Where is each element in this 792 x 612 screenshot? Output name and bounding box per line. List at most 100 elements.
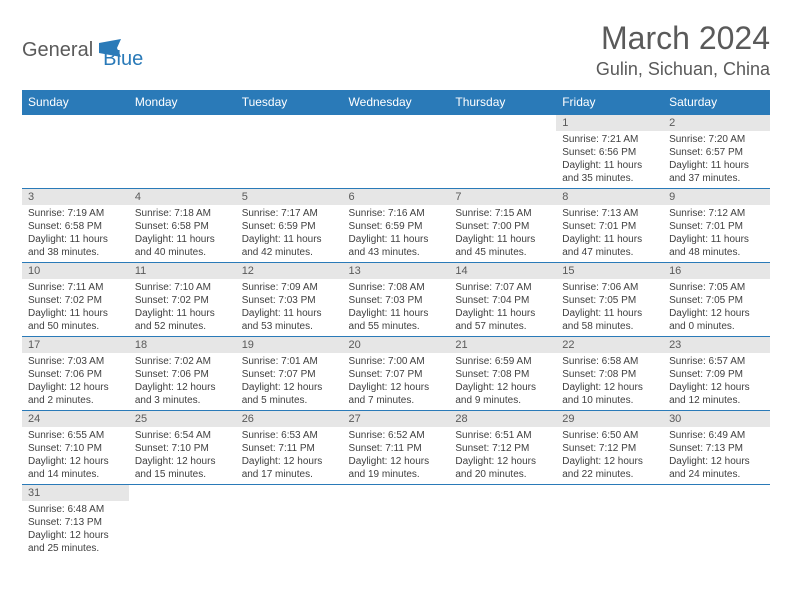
calendar-week-row: 17 Sunrise: 7:03 AMSunset: 7:06 PM Dayligh… <box>22 337 770 411</box>
daylight-text: Daylight: 12 hours and 17 minutes. <box>242 455 337 481</box>
sunrise-text: Sunrise: 6:49 AM <box>669 429 764 442</box>
weekday-header: Wednesday <box>343 90 450 115</box>
daylight-text: Daylight: 11 hours and 37 minutes. <box>669 159 764 185</box>
calendar-day-cell: 21Sunrise: 6:59 AMSunset: 7:08 PMDayligh… <box>449 337 556 411</box>
sunrise-text: Sunrise: 6:51 AM <box>455 429 550 442</box>
sunrise-text: Sunrise: 7:13 AM <box>562 207 657 220</box>
day-number: 1 <box>556 115 663 131</box>
day-number: 11 <box>129 263 236 279</box>
day-number <box>236 115 343 131</box>
day-details: Sunrise: 7:06 AMSunset: 7:05 PMDaylight:… <box>556 279 663 336</box>
calendar-day-cell: 8Sunrise: 7:13 AMSunset: 7:01 PMDaylight… <box>556 189 663 263</box>
calendar-day-cell <box>449 485 556 559</box>
day-number: 17 <box>22 337 129 353</box>
sunset-text: Sunset: 7:13 PM <box>28 516 123 529</box>
sunset-text: Sunset: 7:03 PM <box>242 294 337 307</box>
day-number: 6 <box>343 189 450 205</box>
calendar-table: Sunday Monday Tuesday Wednesday Thursday… <box>22 90 770 559</box>
daylight-text: Daylight: 11 hours and 58 minutes. <box>562 307 657 333</box>
sunset-text: Sunset: 7:01 PM <box>669 220 764 233</box>
day-number: 26 <box>236 411 343 427</box>
daylight-text: Daylight: 12 hours and 15 minutes. <box>135 455 230 481</box>
calendar-day-cell: 13Sunrise: 7:08 AMSunset: 7:03 PMDayligh… <box>343 263 450 337</box>
calendar-day-cell <box>556 485 663 559</box>
day-number: 20 <box>343 337 450 353</box>
sunset-text: Sunset: 7:05 PM <box>562 294 657 307</box>
daylight-text: Daylight: 12 hours and 14 minutes. <box>28 455 123 481</box>
calendar-day-cell: 10Sunrise: 7:11 AMSunset: 7:02 PMDayligh… <box>22 263 129 337</box>
sunset-text: Sunset: 6:57 PM <box>669 146 764 159</box>
weekday-header: Saturday <box>663 90 770 115</box>
day-number: 10 <box>22 263 129 279</box>
sunset-text: Sunset: 6:58 PM <box>28 220 123 233</box>
sunrise-text: Sunrise: 7:16 AM <box>349 207 444 220</box>
calendar-day-cell: 28Sunrise: 6:51 AMSunset: 7:12 PMDayligh… <box>449 411 556 485</box>
weekday-header-row: Sunday Monday Tuesday Wednesday Thursday… <box>22 90 770 115</box>
day-details: Sunrise: 6:50 AMSunset: 7:12 PMDaylight:… <box>556 427 663 484</box>
day-details: Sunrise: 7:11 AMSunset: 7:02 PMDaylight:… <box>22 279 129 336</box>
day-number <box>129 115 236 131</box>
sunrise-text: Sunrise: 6:58 AM <box>562 355 657 368</box>
day-number: 5 <box>236 189 343 205</box>
sunset-text: Sunset: 7:10 PM <box>28 442 123 455</box>
calendar-day-cell: 23Sunrise: 6:57 AMSunset: 7:09 PMDayligh… <box>663 337 770 411</box>
day-details: Sunrise: 6:48 AMSunset: 7:13 PMDaylight:… <box>22 501 129 558</box>
sunset-text: Sunset: 7:09 PM <box>669 368 764 381</box>
calendar-day-cell: 29Sunrise: 6:50 AMSunset: 7:12 PMDayligh… <box>556 411 663 485</box>
daylight-text: Daylight: 12 hours and 5 minutes. <box>242 381 337 407</box>
day-number <box>343 485 450 501</box>
sunset-text: Sunset: 7:12 PM <box>455 442 550 455</box>
day-number: 3 <box>22 189 129 205</box>
sunrise-text: Sunrise: 7:05 AM <box>669 281 764 294</box>
weekday-header: Sunday <box>22 90 129 115</box>
calendar-day-cell <box>343 115 450 189</box>
day-details: Sunrise: 7:21 AMSunset: 6:56 PMDaylight:… <box>556 131 663 188</box>
sunrise-text: Sunrise: 6:53 AM <box>242 429 337 442</box>
sunset-text: Sunset: 6:56 PM <box>562 146 657 159</box>
day-number <box>449 115 556 131</box>
weekday-header: Tuesday <box>236 90 343 115</box>
sunrise-text: Sunrise: 7:10 AM <box>135 281 230 294</box>
day-details: Sunrise: 6:51 AMSunset: 7:12 PMDaylight:… <box>449 427 556 484</box>
sunset-text: Sunset: 7:08 PM <box>562 368 657 381</box>
sunset-text: Sunset: 7:11 PM <box>349 442 444 455</box>
calendar-week-row: 3Sunrise: 7:19 AMSunset: 6:58 PMDaylight… <box>22 189 770 263</box>
daylight-text: Daylight: 12 hours and 22 minutes. <box>562 455 657 481</box>
day-number: 14 <box>449 263 556 279</box>
sunrise-text: Sunrise: 7:06 AM <box>562 281 657 294</box>
calendar-day-cell: 19 Sunrise: 7:01 AMSunset: 7:07 PMDayligh… <box>236 337 343 411</box>
day-number: 31 <box>22 485 129 501</box>
day-number: 9 <box>663 189 770 205</box>
day-details: Sunrise: 6:57 AMSunset: 7:09 PMDaylight:… <box>663 353 770 410</box>
sunrise-text: Sunrise: 7:09 AM <box>242 281 337 294</box>
weekday-header: Thursday <box>449 90 556 115</box>
daylight-text: Daylight: 12 hours and 0 minutes. <box>669 307 764 333</box>
sunrise-text: Sunrise: 7:19 AM <box>28 207 123 220</box>
day-number: 24 <box>22 411 129 427</box>
calendar-day-cell: 4Sunrise: 7:18 AMSunset: 6:58 PMDaylight… <box>129 189 236 263</box>
daylight-text: Daylight: 11 hours and 45 minutes. <box>455 233 550 259</box>
sunrise-text: Sunrise: 7:18 AM <box>135 207 230 220</box>
day-number: 29 <box>556 411 663 427</box>
calendar-day-cell <box>343 485 450 559</box>
calendar-day-cell: 11Sunrise: 7:10 AMSunset: 7:02 PMDayligh… <box>129 263 236 337</box>
day-number: 2 <box>663 115 770 131</box>
sunset-text: Sunset: 7:07 PM <box>242 368 337 381</box>
day-details: Sunrise: 6:59 AMSunset: 7:08 PMDaylight:… <box>449 353 556 410</box>
day-number <box>129 485 236 501</box>
sunset-text: Sunset: 7:06 PM <box>28 368 123 381</box>
sunrise-text: Sunrise: 7:03 AM <box>28 355 123 368</box>
daylight-text: Daylight: 11 hours and 38 minutes. <box>28 233 123 259</box>
calendar-week-row: 31Sunrise: 6:48 AMSunset: 7:13 PMDayligh… <box>22 485 770 559</box>
day-details: Sunrise: 7:07 AMSunset: 7:04 PMDaylight:… <box>449 279 556 336</box>
day-details: Sunrise: 6:55 AMSunset: 7:10 PMDaylight:… <box>22 427 129 484</box>
sunrise-text: Sunrise: 7:12 AM <box>669 207 764 220</box>
daylight-text: Daylight: 12 hours and 7 minutes. <box>349 381 444 407</box>
day-details: Sunrise: 7:12 AMSunset: 7:01 PMDaylight:… <box>663 205 770 262</box>
sunset-text: Sunset: 7:00 PM <box>455 220 550 233</box>
sunrise-text: Sunrise: 6:55 AM <box>28 429 123 442</box>
daylight-text: Daylight: 11 hours and 40 minutes. <box>135 233 230 259</box>
day-number: 19 <box>236 337 343 353</box>
sunrise-text: Sunrise: 7:01 AM <box>242 355 337 368</box>
daylight-text: Daylight: 12 hours and 24 minutes. <box>669 455 764 481</box>
